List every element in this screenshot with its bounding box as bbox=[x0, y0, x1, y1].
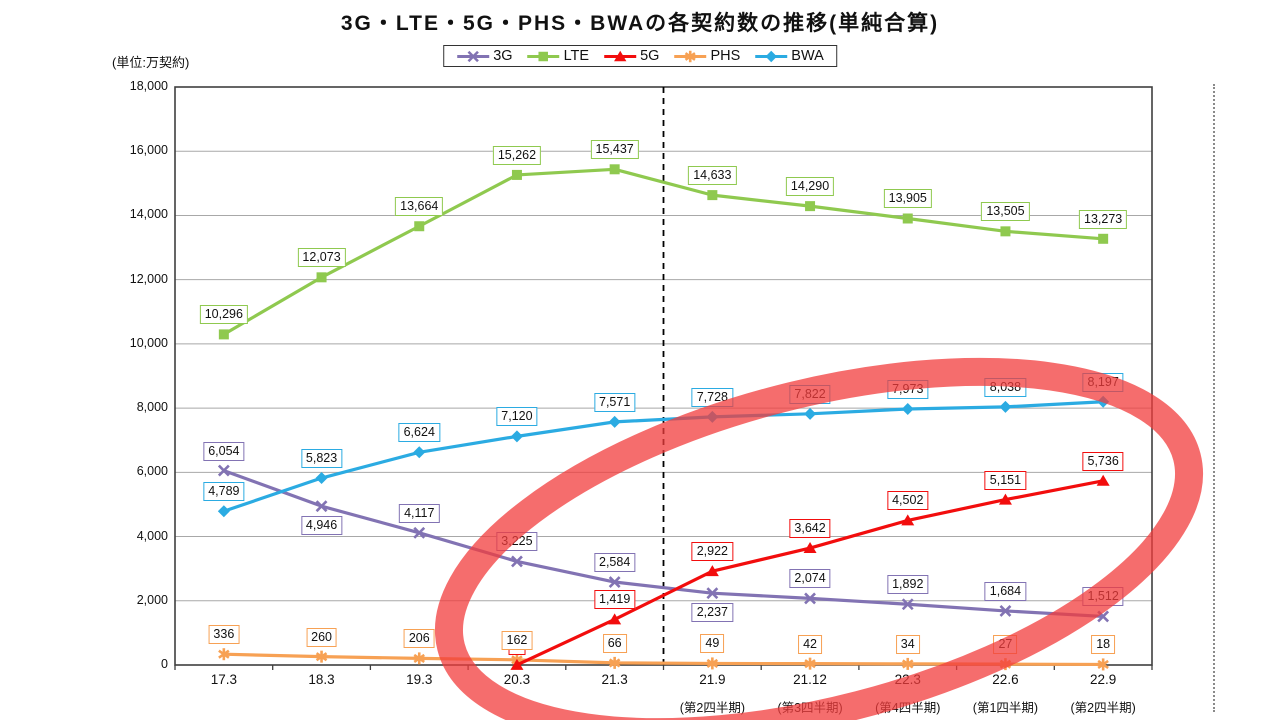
x-tick-label-20.3: 20.3 bbox=[503, 672, 531, 687]
x-tick-label-22.9: 22.9 bbox=[1090, 672, 1117, 687]
quarter-label-22.6: (第1四半期) bbox=[972, 701, 1039, 715]
y-tick-label-2000: 2,000 bbox=[136, 592, 168, 607]
data-label-phs-21.12: 42 bbox=[798, 634, 822, 654]
legend-item-lte: LTE bbox=[527, 48, 590, 64]
data-label-3g-22.9: 1,512 bbox=[1082, 587, 1124, 607]
data-label-bwa-22.6: 8,038 bbox=[984, 377, 1027, 397]
legend-marker-asterisk-icon bbox=[674, 50, 707, 62]
data-label-bwa-22.3: 7,973 bbox=[887, 379, 929, 399]
quarter-label-22.3: (第4四半期) bbox=[875, 701, 941, 715]
data-label-lte-18.3: 12,073 bbox=[297, 248, 346, 268]
y-tick-label-16000: 16,000 bbox=[129, 143, 168, 158]
legend-label-3g: 3G bbox=[493, 48, 513, 64]
data-label-5g-22.9: 5,736 bbox=[1082, 451, 1124, 471]
y-tick-label-12000: 12,000 bbox=[129, 271, 168, 286]
data-label-phs-17.3: 336 bbox=[208, 625, 240, 645]
data-label-lte-21.12: 14,290 bbox=[785, 177, 835, 197]
legend-item-5g: 5G bbox=[603, 48, 659, 64]
data-label-bwa-20.3: 7,120 bbox=[496, 407, 538, 427]
y-tick-label-18000: 18,000 bbox=[129, 79, 168, 93]
legend-item-bwa: BWA bbox=[754, 48, 824, 64]
data-label-3g-19.3: 4,117 bbox=[399, 503, 440, 523]
data-label-bwa-21.9: 7,728 bbox=[691, 387, 733, 407]
x-tick-label-19.3: 19.3 bbox=[406, 672, 433, 687]
data-label-phs-22.3: 34 bbox=[895, 634, 920, 654]
data-label-3g-22.6: 1,684 bbox=[984, 581, 1027, 601]
legend-label-lte: LTE bbox=[563, 48, 590, 64]
data-label-bwa-17.3: 4,789 bbox=[203, 482, 245, 502]
legend-marker-triangle-icon bbox=[604, 50, 637, 61]
data-label-3g-18.3: 4,946 bbox=[300, 516, 343, 536]
data-label-phs-18.3: 260 bbox=[306, 627, 337, 647]
data-label-lte-21.9: 14,633 bbox=[688, 166, 737, 186]
data-label-5g-21.3: 1,419 bbox=[594, 590, 636, 610]
chart-legend: 3G LTE 5G PHS BWA bbox=[443, 45, 837, 67]
legend-item-phs: PHS bbox=[673, 48, 740, 64]
legend-label-5g: 5G bbox=[640, 48, 660, 64]
data-label-phs-21.3: 66 bbox=[602, 633, 627, 653]
data-label-3g-20.3: 3,225 bbox=[496, 532, 538, 552]
data-label-3g-21.12: 2,074 bbox=[789, 569, 831, 589]
legend-item-3g: 3G bbox=[456, 48, 513, 64]
data-label-bwa-21.12: 7,822 bbox=[789, 384, 831, 404]
series-lte bbox=[218, 164, 1109, 340]
data-label-phs-22.6: 27 bbox=[993, 635, 1018, 655]
y-tick-label-8000: 8,000 bbox=[136, 400, 168, 415]
data-label-lte-22.9: 13,273 bbox=[1079, 209, 1128, 229]
x-tick-label-21.9: 21.9 bbox=[699, 672, 726, 687]
data-label-lte-22.3: 13,905 bbox=[883, 189, 932, 209]
x-tick-label-22.3: 22.3 bbox=[894, 672, 921, 687]
quarter-label-21.12: (第3四半期) bbox=[777, 701, 843, 715]
plot-area: 6,054 4,946 4,117 3,225 2,584 2,237 2,074 1,892… bbox=[174, 86, 1153, 671]
page-edge-guideline bbox=[1213, 84, 1215, 712]
data-label-bwa-22.9: 8,197 bbox=[1082, 372, 1124, 392]
legend-label-phs: PHS bbox=[710, 48, 741, 64]
data-label-phs-19.3: 206 bbox=[403, 629, 435, 649]
y-tick-label-10000: 10,000 bbox=[129, 335, 168, 350]
legend-label-bwa: BWA bbox=[791, 48, 824, 64]
legend-marker-diamond-icon bbox=[755, 50, 788, 62]
data-label-lte-22.6: 13,505 bbox=[981, 202, 1030, 222]
quarter-label-22.9: (第2四半期) bbox=[1070, 701, 1136, 715]
quarter-label-21.9: (第2四半期) bbox=[679, 701, 745, 715]
data-label-bwa-21.3: 7,571 bbox=[594, 392, 636, 412]
y-tick-label-6000: 6,000 bbox=[136, 464, 168, 479]
data-label-3g-21.9: 2,237 bbox=[691, 603, 733, 623]
x-tick-label-17.3: 17.3 bbox=[210, 672, 237, 687]
plot-svg bbox=[174, 86, 1153, 671]
chart-title: 3G・LTE・5G・PHS・BWAの各契約数の推移(単純合算) bbox=[340, 12, 940, 35]
data-label-phs-20.3: 162 bbox=[501, 630, 533, 650]
data-label-bwa-18.3: 5,823 bbox=[300, 449, 343, 469]
data-label-bwa-19.3: 6,624 bbox=[398, 423, 440, 443]
data-label-3g-21.3: 2,584 bbox=[594, 553, 636, 573]
data-label-lte-17.3: 10,296 bbox=[199, 305, 248, 325]
data-label-5g-22.6: 5,151 bbox=[984, 470, 1027, 490]
data-label-5g-22.3: 4,502 bbox=[887, 491, 929, 511]
x-tick-label-21.12: 21.12 bbox=[793, 672, 827, 687]
y-tick-label-0: 0 bbox=[161, 657, 168, 671]
y-tick-label-14000: 14,000 bbox=[129, 207, 168, 222]
data-label-phs-21.9: 49 bbox=[700, 634, 725, 654]
legend-marker-x-cross-icon bbox=[457, 50, 490, 62]
x-tick-label-18.3: 18.3 bbox=[308, 672, 335, 687]
x-tick-label-21.3: 21.3 bbox=[601, 672, 628, 687]
data-label-3g-22.3: 1,892 bbox=[887, 575, 929, 595]
x-tick-label-22.6: 22.6 bbox=[992, 672, 1019, 687]
data-label-3g-17.3: 6,054 bbox=[203, 441, 245, 461]
data-label-lte-19.3: 13,664 bbox=[395, 197, 444, 217]
unit-label: (単位:万契約) bbox=[112, 55, 190, 70]
data-label-5g-21.9: 2,922 bbox=[691, 542, 733, 562]
y-tick-label-4000: 4,000 bbox=[136, 528, 168, 543]
data-label-phs-22.9: 18 bbox=[1091, 635, 1116, 655]
data-label-5g-21.12: 3,642 bbox=[789, 519, 831, 539]
data-label-lte-20.3: 15,262 bbox=[492, 145, 542, 165]
legend-marker-square-icon bbox=[527, 51, 560, 61]
data-label-lte-21.3: 15,437 bbox=[590, 140, 639, 160]
